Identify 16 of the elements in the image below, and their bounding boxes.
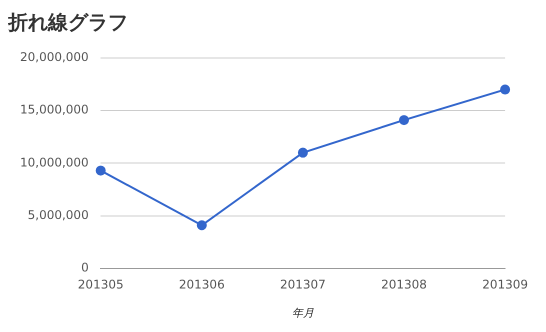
- point: [298, 148, 308, 158]
- point: [96, 166, 106, 176]
- y-tick-label: 20,000,000: [20, 50, 89, 64]
- x-tick-label: 201305: [78, 278, 124, 292]
- x-tick-label: 201306: [178, 278, 225, 292]
- x-tick-label: 201308: [381, 278, 427, 292]
- x-axis-title: 年月: [292, 306, 314, 320]
- y-tick-label: 0: [81, 260, 89, 275]
- point: [196, 220, 207, 230]
- x-tick-label: 201307: [280, 278, 326, 292]
- y-tick-label: 5,000,000: [28, 208, 89, 222]
- point: [500, 84, 510, 95]
- y-tick-label: 10,000,000: [20, 155, 89, 170]
- y-tick-label: 15,000,000: [20, 102, 89, 117]
- point: [399, 115, 409, 126]
- x-tick-label: 201309: [482, 278, 528, 292]
